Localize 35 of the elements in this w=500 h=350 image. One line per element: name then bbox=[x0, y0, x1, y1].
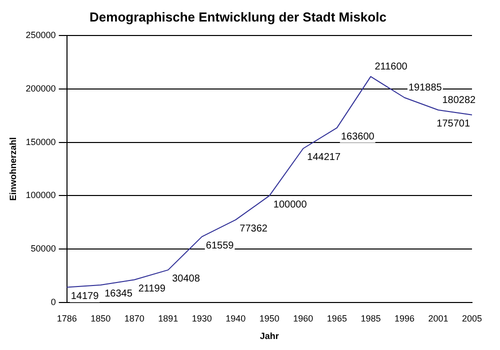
y-tick-label: 200000 bbox=[26, 83, 56, 94]
data-label: 21199 bbox=[138, 284, 166, 295]
data-label: 180282 bbox=[442, 94, 476, 106]
x-tick-label: 2001 bbox=[428, 313, 448, 324]
data-label: 175701 bbox=[436, 118, 470, 130]
x-tick-label: 2005 bbox=[462, 313, 482, 324]
x-tick-label: 1960 bbox=[293, 313, 314, 324]
data-label: 191885 bbox=[408, 82, 442, 94]
x-tick-label: 1891 bbox=[158, 313, 178, 324]
y-tick-label: 150000 bbox=[26, 136, 56, 147]
x-tick-label: 1850 bbox=[90, 313, 111, 324]
x-tick-label: 1996 bbox=[394, 313, 414, 324]
y-tick-label: 0 bbox=[50, 296, 56, 307]
y-tick-label: 50000 bbox=[30, 244, 56, 254]
x-tick-label: 1965 bbox=[326, 313, 347, 324]
data-label: 16345 bbox=[104, 288, 133, 300]
data-label: 100000 bbox=[273, 199, 308, 210]
data-label: 77362 bbox=[240, 224, 268, 235]
y-tick-label: 250000 bbox=[26, 30, 56, 40]
data-label: 144217 bbox=[307, 152, 341, 164]
data-label: 211600 bbox=[374, 61, 408, 72]
y-axis-title: Einwohnerzahl bbox=[8, 137, 18, 201]
x-tick-label: 1870 bbox=[124, 313, 144, 324]
x-tick-label: 1985 bbox=[360, 313, 381, 324]
x-tick-label: 1786 bbox=[56, 313, 77, 324]
x-tick-label: 1940 bbox=[226, 313, 246, 324]
x-axis-title: Jahr bbox=[260, 331, 280, 342]
x-tick-label: 1930 bbox=[192, 313, 212, 324]
data-label: 163600 bbox=[340, 132, 375, 143]
chart-title: Demographische Entwicklung der Stadt Miskolc bbox=[90, 9, 386, 24]
y-tick-label: 100000 bbox=[26, 190, 56, 200]
data-label: 30408 bbox=[172, 274, 200, 285]
data-label: 14179 bbox=[70, 291, 100, 302]
x-tick-label: 1950 bbox=[259, 313, 280, 324]
data-label: 61559 bbox=[206, 240, 234, 252]
